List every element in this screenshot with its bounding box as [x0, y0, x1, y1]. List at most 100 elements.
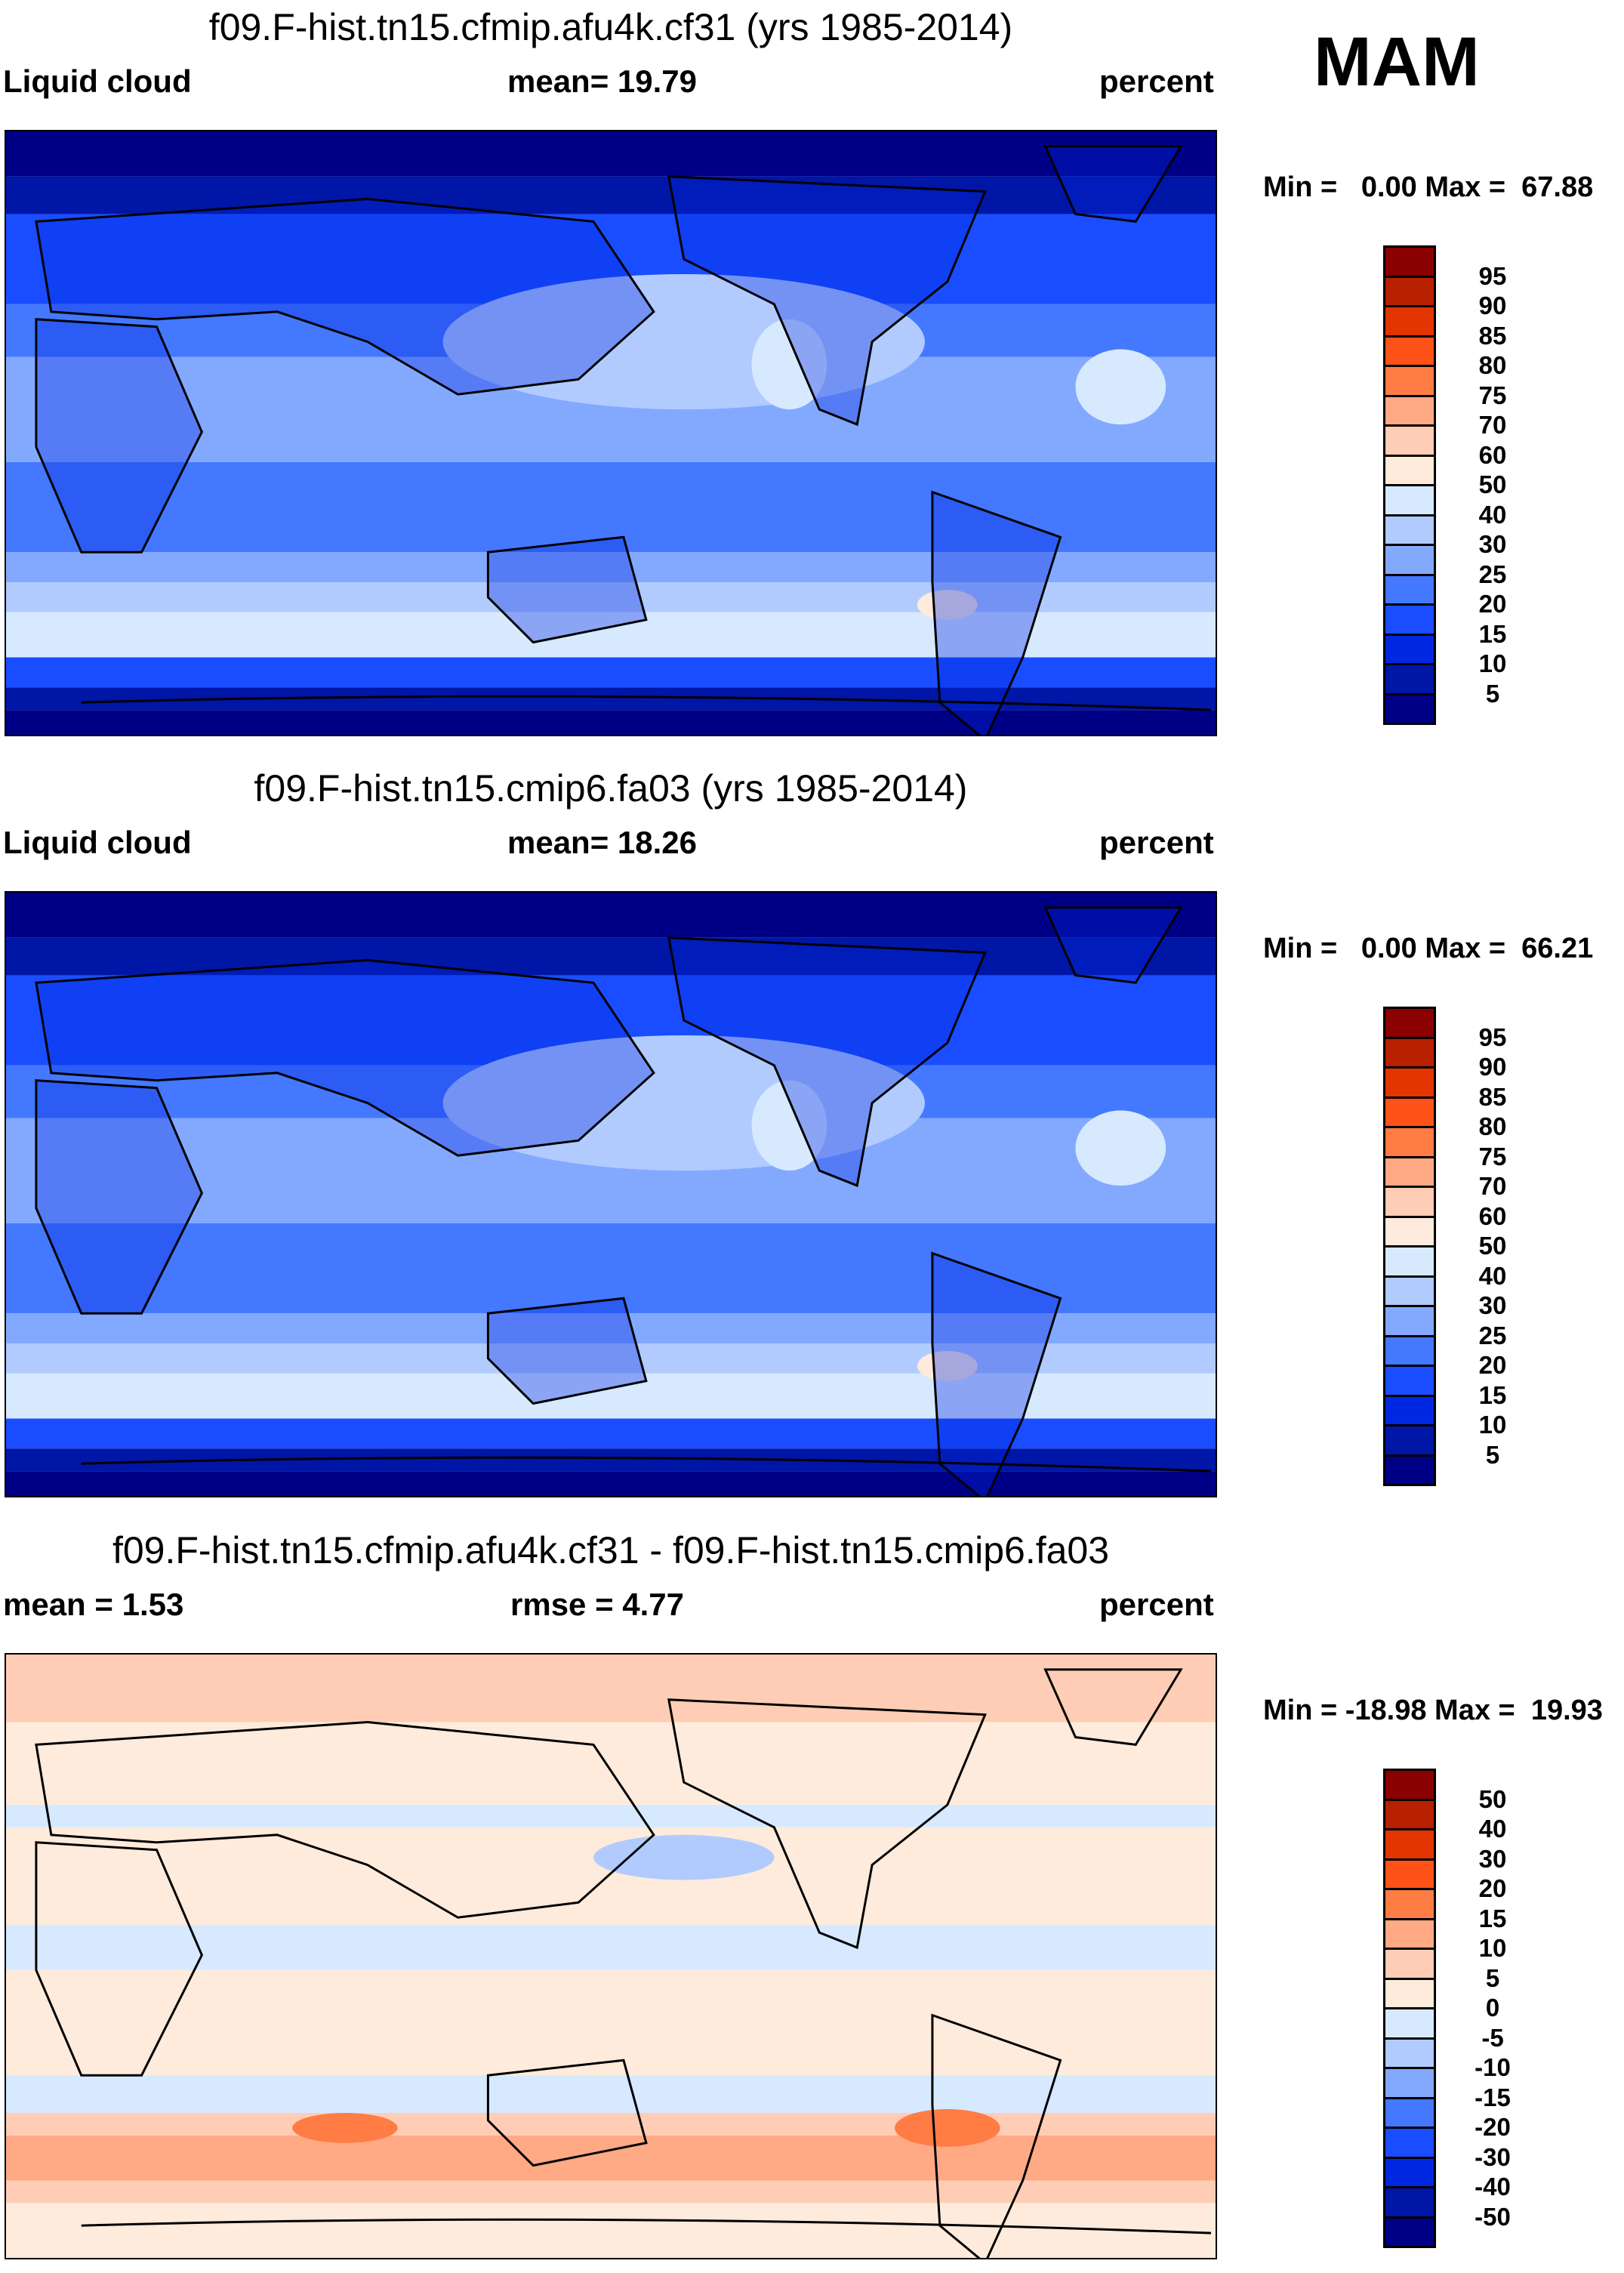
colorbar-label: 95 — [1478, 1022, 1507, 1051]
colorbar-box — [1383, 424, 1436, 457]
colorbar-label: 30 — [1478, 1844, 1507, 1873]
colorbar-label: -5 — [1481, 2023, 1504, 2052]
colorbar-label: 15 — [1478, 619, 1507, 648]
colorbar-label: 25 — [1478, 1321, 1507, 1349]
center-label: mean= 19.79 — [507, 63, 698, 99]
colorbar-label: 85 — [1478, 1082, 1507, 1111]
colorbar-box — [1383, 633, 1436, 665]
field-band — [6, 2112, 1216, 2136]
colorbar-label: 60 — [1478, 1201, 1507, 1230]
field-band — [6, 1418, 1216, 1449]
colorbar-label: 70 — [1478, 1172, 1507, 1200]
colorbar-label: 85 — [1478, 321, 1507, 350]
field-band — [6, 2203, 1216, 2258]
colorbar-box — [1383, 2156, 1436, 2188]
colorbar-label: 75 — [1478, 1142, 1507, 1170]
colorbar-label: 75 — [1478, 381, 1507, 409]
colorbar: 50 40 30 20 15 10 5 0 -5 -10 -15 -20 -30 -40 -50 — [1383, 1769, 1511, 2248]
colorbar-label: 80 — [1478, 1112, 1507, 1140]
field-feature — [895, 2108, 1000, 2147]
field-band — [6, 2075, 1216, 2113]
colorbar-box — [1383, 365, 1436, 397]
colorbar-box — [1383, 2037, 1436, 2069]
colorbar-box — [1383, 2067, 1436, 2099]
field-band — [6, 1925, 1216, 1970]
colorbar-box — [1383, 335, 1436, 367]
colorbar-box — [1383, 692, 1436, 725]
field-band — [6, 1471, 1216, 1496]
field-band — [6, 687, 1216, 711]
field-band — [6, 1343, 1216, 1374]
field-band — [6, 176, 1216, 214]
coastline — [667, 1698, 987, 1950]
colorbar-box — [1383, 1365, 1436, 1397]
colorbar-box — [1383, 663, 1436, 695]
center-label: mean= 18.26 — [507, 825, 698, 860]
coastline — [931, 1251, 1062, 1496]
colorbar-label: 15 — [1478, 1380, 1507, 1409]
colorbar-box — [1383, 1769, 1436, 1801]
coastline — [667, 936, 987, 1188]
colorbar-box — [1383, 2007, 1436, 2040]
colorbar-box — [1383, 1917, 1436, 1950]
coastline — [35, 1841, 204, 2077]
coastline — [35, 318, 204, 554]
coastline — [35, 1721, 655, 1919]
left-label: Liquid cloud — [3, 63, 192, 99]
colorbar-box — [1383, 1858, 1436, 1890]
colorbar-box — [1383, 603, 1436, 636]
colorbar-box — [1383, 1334, 1436, 1367]
colorbar-label: 25 — [1478, 560, 1507, 588]
units-label: percent — [1099, 825, 1214, 860]
colorbar-box — [1383, 484, 1436, 517]
colorbar-box — [1383, 245, 1436, 278]
panel-title: f09.F-hist.tn15.cfmip.afu4k.cf31 - f09.F… — [112, 1529, 1110, 1571]
colorbar-box — [1383, 1888, 1436, 1920]
field-band — [6, 1373, 1216, 1419]
colorbar-label: 40 — [1478, 500, 1507, 529]
field-band — [6, 1655, 1216, 1722]
field-feature — [292, 2112, 398, 2143]
field-band — [6, 710, 1216, 735]
colorbar-box — [1383, 275, 1436, 307]
coastline — [486, 535, 648, 644]
min-max-label: Min = 0.00 Max = 66.21 — [1263, 933, 1594, 964]
colorbar-box — [1383, 1126, 1436, 1158]
field-band — [6, 582, 1216, 612]
map-plot — [5, 1653, 1217, 2259]
colorbar: 95 90 85 80 75 70 60 50 40 30 25 20 15 10 5 — [1383, 1007, 1506, 1486]
colorbar-label: 95 — [1478, 261, 1507, 290]
coastline — [35, 198, 655, 396]
colorbar-box — [1383, 1155, 1436, 1188]
colorbar-label: 50 — [1478, 1232, 1507, 1260]
colorbar-box — [1383, 2186, 1436, 2219]
colorbar-label: -50 — [1475, 2202, 1511, 2231]
colorbar-box — [1383, 1424, 1436, 1457]
coastline — [931, 490, 1062, 735]
field-feature — [751, 1080, 827, 1171]
colorbar-label: 70 — [1478, 411, 1507, 439]
colorbar-label: 15 — [1478, 1904, 1507, 1932]
field-band — [6, 1805, 1216, 1827]
colorbar-box — [1383, 1828, 1436, 1861]
colorbar-label: -30 — [1475, 2142, 1511, 2171]
field-band — [6, 1722, 1216, 1806]
colorbar-label: -40 — [1475, 2173, 1511, 2201]
coastline — [35, 1079, 204, 1315]
coastline — [486, 2059, 648, 2167]
colorbar-label: 20 — [1478, 590, 1507, 618]
colorbar-box — [1383, 2127, 1436, 2159]
colorbar-box — [1383, 454, 1436, 486]
field-band — [6, 937, 1216, 976]
colorbar-box — [1383, 514, 1436, 546]
colorbar-box — [1383, 2096, 1436, 2129]
colorbar-box — [1383, 1007, 1436, 1039]
min-max-label: Min = 0.00 Max = 67.88 — [1263, 171, 1594, 203]
left-label: mean = 1.53 — [3, 1587, 184, 1622]
coastline — [81, 1456, 1212, 1473]
units-label: percent — [1099, 1587, 1214, 1622]
field-band — [6, 131, 1216, 177]
colorbar: 95 90 85 80 75 70 60 50 40 30 25 20 15 10 5 — [1383, 245, 1506, 725]
colorbar-box — [1383, 394, 1436, 427]
colorbar-box — [1383, 1948, 1436, 1980]
